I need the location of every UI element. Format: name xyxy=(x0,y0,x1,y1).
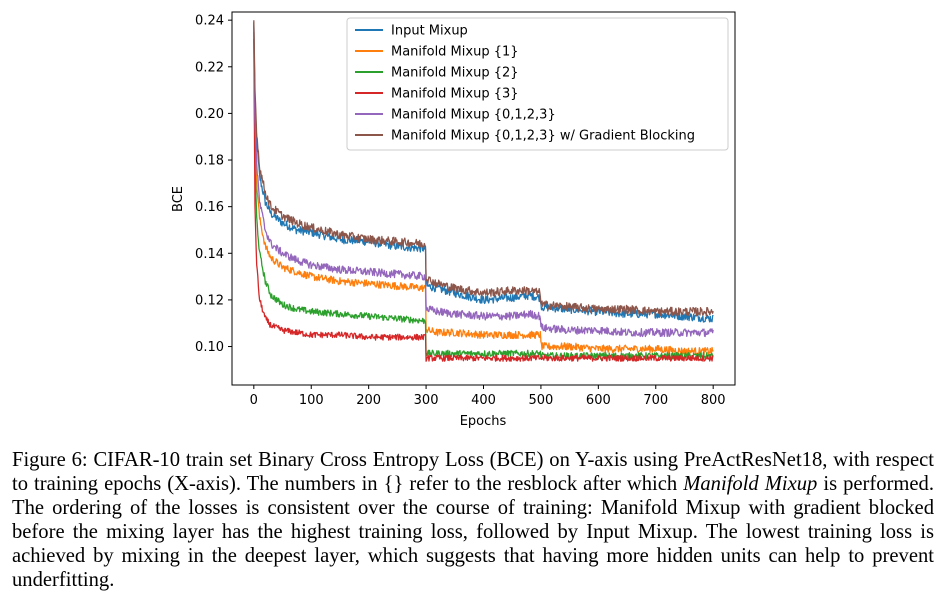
legend-entry: Manifold Mixup {1} xyxy=(391,45,519,60)
x-tick-label: 400 xyxy=(471,393,496,408)
series-line-manifold-mixup-1 xyxy=(253,27,714,356)
caption-text-2: is performed. The ordering of the losses… xyxy=(12,473,934,591)
x-tick-label: 0 xyxy=(250,393,258,408)
x-tick-label: 700 xyxy=(643,393,668,408)
legend-entry: Manifold Mixup {0,1,2,3} w/ Gradient Blo… xyxy=(391,129,695,144)
caption-emphasis: Manifold Mixup xyxy=(683,473,818,495)
legend-entry: Manifold Mixup {2} xyxy=(391,66,519,81)
y-tick-label: 0.16 xyxy=(195,200,224,215)
x-tick-label: 800 xyxy=(701,393,726,408)
caption-text-1: Figure 6: CIFAR-10 train set Binary Cros… xyxy=(12,449,934,495)
figure-caption: Figure 6: CIFAR-10 train set Binary Cros… xyxy=(12,448,934,592)
x-tick-label: 100 xyxy=(299,393,324,408)
y-tick-label: 0.24 xyxy=(195,14,224,29)
chart-area: 0 100 200 300 400 500 600 700 800 0.10 0.12 0.14 0.… xyxy=(171,11,736,429)
y-tick-label: 0.14 xyxy=(195,247,224,262)
x-tick-label: 200 xyxy=(356,393,381,408)
x-axis-ticks: 0 100 200 300 400 500 600 700 800 xyxy=(250,385,726,408)
y-tick-label: 0.10 xyxy=(195,340,224,355)
x-tick-label: 600 xyxy=(586,393,611,408)
series-line-manifold-mixup-0-1-2-3 xyxy=(253,24,714,338)
y-axis-ticks: 0.10 0.12 0.14 0.16 0.18 0.20 0.22 0.24 xyxy=(195,14,232,355)
y-tick-label: 0.18 xyxy=(195,154,224,169)
y-tick-label: 0.20 xyxy=(195,107,224,122)
legend-entry: Manifold Mixup {0,1,2,3} xyxy=(391,108,556,123)
legend: Input Mixup Manifold Mixup {1} Manifold Mi… xyxy=(346,17,729,151)
series-line-manifold-mixup-3 xyxy=(253,39,714,362)
x-axis-title: Epochs xyxy=(460,414,507,429)
series-line-input-mixup xyxy=(253,22,714,323)
y-axis-title: BCE xyxy=(171,186,186,212)
x-tick-label: 300 xyxy=(414,393,439,408)
series-layer xyxy=(253,20,714,362)
y-tick-label: 0.12 xyxy=(195,293,224,308)
x-tick-label: 500 xyxy=(529,393,554,408)
series-line-manifold-mixup-0-1-2-3-w-gradient-blocking xyxy=(253,20,714,317)
legend-entry: Manifold Mixup {3} xyxy=(391,87,519,102)
line-chart: 0 100 200 300 400 500 600 700 800 0.100.120.140.… xyxy=(171,11,736,429)
y-tick-label: 0.22 xyxy=(195,60,224,75)
legend-box xyxy=(346,17,729,151)
legend-entry: Input Mixup xyxy=(391,24,468,39)
